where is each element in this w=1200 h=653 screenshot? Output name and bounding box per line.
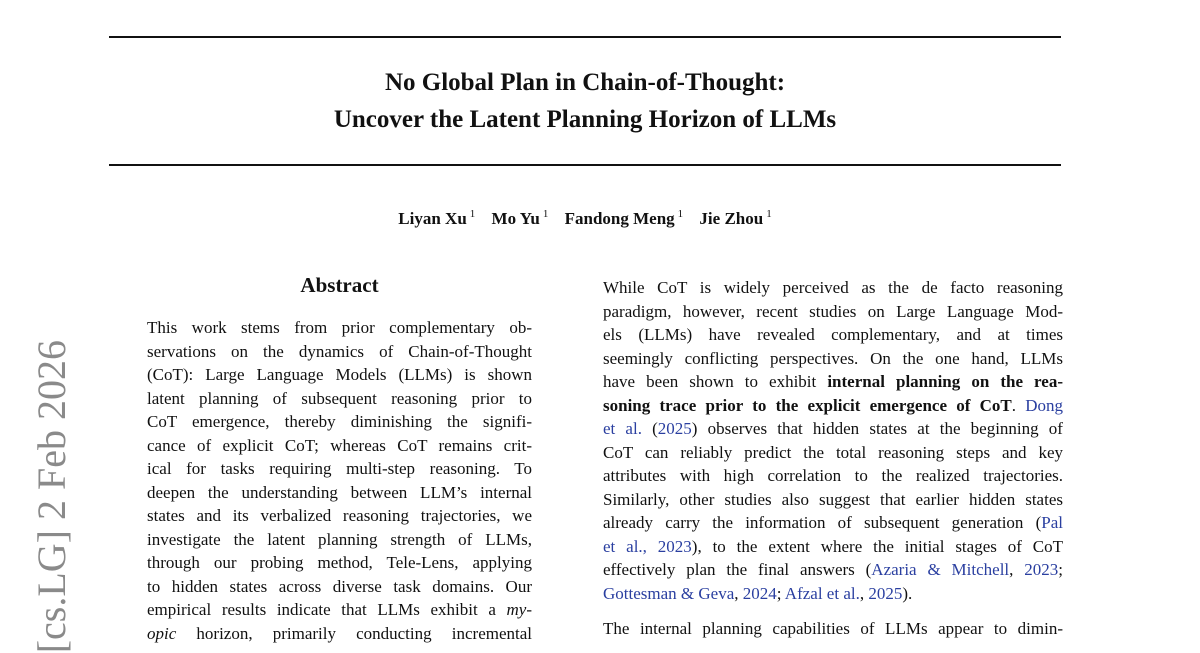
text-segment: investigate the latent planning strength…: [147, 529, 532, 549]
citation-link[interactable]: Gottesman & Geva: [603, 583, 735, 603]
author: Liyan Xu 1: [398, 208, 476, 228]
text-segment: to hidden states across diverse task dom…: [147, 576, 532, 596]
author: Mo Yu 1: [491, 208, 549, 228]
bottom-rule: [109, 164, 1061, 166]
text-segment: ;: [776, 583, 785, 603]
text-line: latent planning of subsequent reasoning …: [147, 387, 532, 411]
title-line-1: No Global Plan in Chain-of-Thought:: [384, 69, 786, 96]
text-segment: ical for tasks requiring multi-step reas…: [147, 459, 532, 478]
text-line: effectively plan the final answers (Azar…: [603, 558, 1063, 582]
text-segment: effectively plan the final answers (: [603, 560, 872, 579]
citation-link[interactable]: Azaria & Mitchell: [871, 560, 1010, 579]
text-segment: ).: [902, 583, 913, 603]
citation-link[interactable]: 2025: [657, 419, 692, 438]
text-line: CoT can reliably predict the total reaso…: [603, 441, 1063, 465]
citation-link[interactable]: Afzal et al.: [784, 583, 860, 603]
text-line: ical for tasks requiring multi-step reas…: [147, 457, 532, 481]
text-line: The internal planning capabilities of LL…: [603, 617, 1063, 641]
text-segment: servations on the dynamics of Chain-of-T…: [147, 341, 532, 361]
abstract-heading: Abstract: [300, 273, 379, 297]
text-segment: .: [1011, 395, 1026, 415]
author: Fandong Meng 1: [564, 208, 684, 228]
text-segment: (: [641, 419, 658, 438]
introduction-body: While CoT is widely perceived as the de …: [603, 276, 1063, 641]
citation-link[interactable]: et al.: [603, 419, 642, 438]
citation-link[interactable]: 2023: [1024, 560, 1059, 579]
text-line: While CoT is widely perceived as the de …: [603, 276, 1063, 300]
text-line: CoT emergence, thereby diminishing the s…: [147, 410, 532, 434]
text-line: servations on the dynamics of Chain-of-T…: [147, 340, 532, 364]
text-segment: cance of explicit CoT; whereas CoT remai…: [147, 435, 532, 455]
text-segment: ), to the extent where the initial stage…: [691, 536, 1063, 556]
text-segment: While CoT is widely perceived as the de …: [603, 278, 1063, 297]
text-segment: ,: [859, 583, 869, 603]
text-segment: (CoT): Large Language Models (LLMs) is s…: [147, 365, 532, 384]
text-segment: latent planning of subsequent reasoning …: [147, 388, 532, 408]
citation-link[interactable]: 2025: [868, 583, 903, 603]
citation-link[interactable]: et al., 2023: [603, 536, 692, 556]
text-line: et al. (2025) observes that hidden state…: [603, 417, 1063, 441]
text-segment: through our probing method, Tele-Lens, a…: [147, 553, 532, 572]
text-segment: ,: [1009, 560, 1025, 579]
text-line: Gottesman & Geva, 2024; Afzal et al., 20…: [603, 582, 1063, 606]
text-line: cance of explicit CoT; whereas CoT remai…: [147, 434, 532, 458]
text-segment: opic: [147, 623, 177, 643]
text-segment: Similarly, other studies also suggest th…: [603, 489, 1063, 509]
text-segment: ;: [1058, 560, 1064, 579]
paragraph-gap: [603, 605, 1063, 617]
text-line: deepen the understanding between LLM’s i…: [147, 481, 532, 505]
text-segment: CoT emergence, thereby diminishing the s…: [147, 412, 532, 431]
text-line: opic horizon, primarily conducting incre…: [147, 622, 532, 646]
text-segment: deepen the understanding between LLM’s i…: [147, 482, 532, 502]
author: Jie Zhou 1: [699, 208, 772, 228]
abstract-body: This work stems from prior complementary…: [147, 316, 532, 645]
text-segment: attributes with high correlation to the …: [603, 466, 1063, 485]
text-segment: already carry the information of subsequ…: [603, 513, 1042, 532]
paragraph: The internal planning capabilities of LL…: [603, 617, 1063, 641]
arxiv-stamp: [cs.LG] 2 Feb 2026: [29, 340, 74, 653]
text-line: empirical results indicate that LLMs exh…: [147, 598, 532, 622]
text-segment: paradigm, however, recent studies on Lar…: [603, 301, 1063, 321]
text-line: et al., 2023), to the extent where the i…: [603, 535, 1063, 559]
text-segment: have been shown to exhibit: [603, 372, 828, 391]
text-line: to hidden states across diverse task dom…: [147, 575, 532, 599]
text-segment: internal planning on the rea-: [827, 372, 1064, 391]
text-segment: The internal planning capabilities of LL…: [603, 619, 1063, 638]
title-line-2: Uncover the Latent Planning Horizon of L…: [333, 106, 837, 133]
text-segment: seemingly conflicting perspectives. On t…: [603, 348, 1063, 368]
text-line: attributes with high correlation to the …: [603, 464, 1063, 488]
text-segment: horizon, primarily conducting incrementa…: [176, 623, 532, 643]
text-line: through our probing method, Tele-Lens, a…: [147, 551, 532, 575]
author-list: Liyan Xu 1 Mo Yu 1 Fandong Meng 1 Jie Zhou 1: [109, 208, 1061, 229]
text-segment: my-: [506, 600, 532, 619]
text-line: already carry the information of subsequ…: [603, 511, 1063, 535]
top-rule: [109, 36, 1061, 38]
paper-title: No Global Plan in Chain-of-Thought: Unco…: [109, 64, 1061, 138]
text-line: have been shown to exhibit internal plan…: [603, 370, 1063, 394]
text-segment: ) observes that hidden states at the beg…: [691, 419, 1063, 438]
citation-link[interactable]: 2024: [742, 583, 777, 603]
text-line: paradigm, however, recent studies on Lar…: [603, 300, 1063, 324]
text-segment: states and its verbalized reasoning traj…: [147, 506, 532, 525]
citation-link[interactable]: Dong: [1025, 395, 1063, 415]
text-line: This work stems from prior complementary…: [147, 316, 532, 340]
text-segment: soning trace prior to the explicit emerg…: [603, 395, 1012, 415]
text-segment: empirical results indicate that LLMs exh…: [147, 600, 507, 619]
text-line: Similarly, other studies also suggest th…: [603, 488, 1063, 512]
text-segment: ,: [734, 583, 743, 603]
text-segment: This work stems from prior complementary…: [147, 318, 532, 337]
text-line: soning trace prior to the explicit emerg…: [603, 394, 1063, 418]
text-line: els (LLMs) have revealed complementary, …: [603, 323, 1063, 347]
text-line: seemingly conflicting perspectives. On t…: [603, 347, 1063, 371]
text-segment: CoT can reliably predict the total reaso…: [603, 442, 1063, 462]
text-line: investigate the latent planning strength…: [147, 528, 532, 552]
text-segment: els (LLMs) have revealed complementary, …: [603, 325, 1063, 344]
text-line: states and its verbalized reasoning traj…: [147, 504, 532, 528]
text-line: (CoT): Large Language Models (LLMs) is s…: [147, 363, 532, 387]
citation-link[interactable]: Pal: [1041, 513, 1063, 532]
paragraph: While CoT is widely perceived as the de …: [603, 276, 1063, 605]
